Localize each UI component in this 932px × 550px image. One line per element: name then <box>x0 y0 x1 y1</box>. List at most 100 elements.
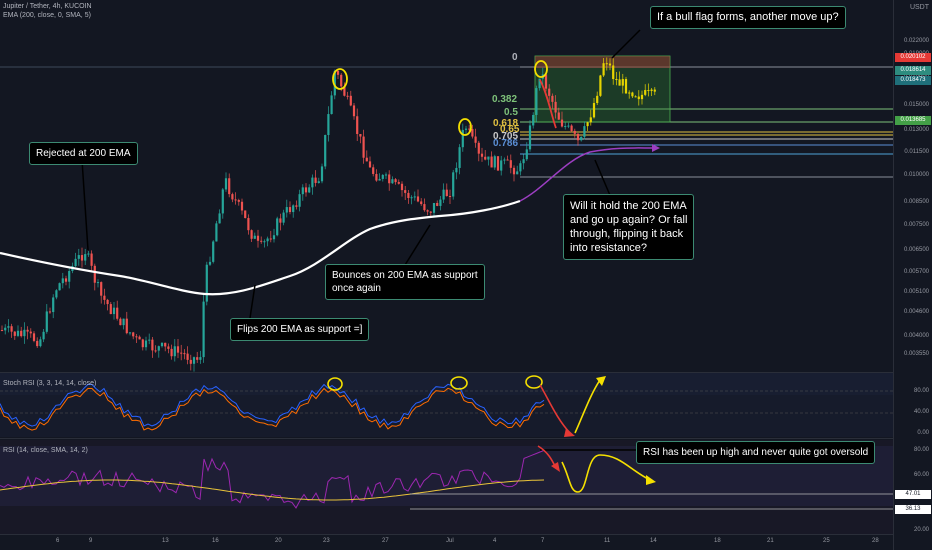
level-lines <box>0 66 893 178</box>
time-axis-label: 11 <box>604 538 611 544</box>
candle-body <box>276 218 279 236</box>
candle-body <box>157 346 160 351</box>
symbol-title[interactable]: Jupiter / Tether, 4h, KUCOIN <box>3 3 92 10</box>
price-candles <box>0 57 656 372</box>
candle-body <box>631 92 634 97</box>
candle-body <box>311 177 314 188</box>
candle-body <box>74 258 77 267</box>
highlight-circle <box>525 375 543 389</box>
candle-body <box>455 167 458 173</box>
candle-body <box>516 171 519 175</box>
candle-body <box>192 357 196 364</box>
ema-projection-line[interactable] <box>519 147 653 202</box>
candle-body <box>10 326 13 332</box>
candle-body <box>180 352 183 354</box>
candle-body <box>183 353 186 355</box>
annotation-rejected[interactable]: Rejected at 200 EMA <box>29 142 138 165</box>
candle-body <box>570 125 573 131</box>
candle-body <box>141 339 144 348</box>
stop-box[interactable] <box>535 56 670 68</box>
candle-body <box>106 299 109 305</box>
candle-body <box>365 157 368 162</box>
highlight-circle <box>458 118 472 136</box>
candle-body <box>336 70 340 75</box>
candle-body <box>36 340 39 347</box>
rsi-badge: 36.13 <box>895 505 931 514</box>
candle-body <box>423 204 426 211</box>
highlight-circle <box>327 377 343 391</box>
time-axis-label: 7 <box>541 538 545 544</box>
candle-body <box>186 353 189 360</box>
annotation-flips[interactable]: Flips 200 EMA as support =] <box>230 318 370 341</box>
candle-body <box>138 336 141 340</box>
candle-body <box>39 339 42 347</box>
candle-body <box>576 133 580 141</box>
ema-indicator-label[interactable]: EMA (200, close, 0, SMA, 5) <box>3 12 91 19</box>
candle-body <box>487 156 490 160</box>
candle-body <box>215 223 218 242</box>
annotation-hold[interactable]: Will it hold the 200 EMA and go up again… <box>563 194 695 260</box>
candle-body <box>564 126 567 128</box>
candle-body <box>327 114 330 136</box>
candle-body <box>58 283 61 291</box>
candle-body <box>26 329 29 332</box>
candle-body <box>269 238 272 240</box>
candle-body <box>109 304 112 315</box>
rsi-label[interactable]: RSI (14, close, SMA, 14, 2) <box>3 447 88 454</box>
time-axis-label: 25 <box>823 538 830 544</box>
candle-body <box>628 92 631 94</box>
candle-body <box>260 240 263 242</box>
candle-body <box>356 116 359 134</box>
candle-body <box>7 326 10 328</box>
candle-body <box>429 211 432 213</box>
candle-body <box>381 174 384 179</box>
candle-body <box>375 173 378 181</box>
stoch-axis-0: 0.00 <box>917 430 929 436</box>
candle-body <box>362 136 365 158</box>
fib-382-label: 0.382 <box>492 94 518 105</box>
currency-label[interactable]: USDT <box>909 4 929 11</box>
annotation-rsi[interactable]: RSI has been up high and never quite got… <box>636 441 876 464</box>
candle-body <box>634 96 637 98</box>
candle-body <box>461 129 464 148</box>
candle-body <box>612 65 615 80</box>
stoch-d-line <box>0 387 545 431</box>
candle-body <box>448 196 452 198</box>
candle-body <box>586 122 589 127</box>
candle-body <box>285 207 288 213</box>
candle-body <box>132 332 135 337</box>
red-drop-arrow[interactable] <box>539 79 557 129</box>
annotation-bullflag[interactable]: If a bull flag forms, another move up? <box>650 6 846 29</box>
ema-200-line[interactable] <box>0 199 521 296</box>
candle-body <box>621 79 624 86</box>
candle-body <box>624 79 628 94</box>
candle-body <box>538 78 541 89</box>
candle-body <box>42 331 45 340</box>
price-badge-teal: 0.018473 <box>895 76 931 85</box>
candle-body <box>20 330 23 337</box>
price-axis-label: 0.011500 <box>904 149 929 155</box>
time-axis-label: 13 <box>162 538 169 544</box>
annotation-bounces[interactable]: Bounces on 200 EMA as support once again <box>325 264 485 300</box>
candle-body <box>445 189 448 197</box>
candle-body <box>314 177 317 183</box>
candle-body <box>522 159 525 164</box>
candle-body <box>554 101 557 113</box>
arrow-head <box>596 376 606 386</box>
candle-body <box>480 153 484 157</box>
candle-body <box>525 149 528 160</box>
candle-body <box>224 178 228 190</box>
candle-body <box>535 88 538 115</box>
candle-body <box>519 163 522 172</box>
time-axis-label: Jul <box>446 538 454 544</box>
stoch-rsi-label[interactable]: Stoch RSI (3, 3, 14, 14, close) <box>3 380 97 387</box>
candle-body <box>32 333 36 341</box>
candle-body <box>650 89 653 91</box>
candle-body <box>442 189 445 200</box>
candle-body <box>292 205 295 213</box>
candle-body <box>397 182 400 184</box>
annotation-line: into resistance? <box>570 242 648 254</box>
candle-body <box>496 156 500 171</box>
candle-body <box>144 340 148 348</box>
